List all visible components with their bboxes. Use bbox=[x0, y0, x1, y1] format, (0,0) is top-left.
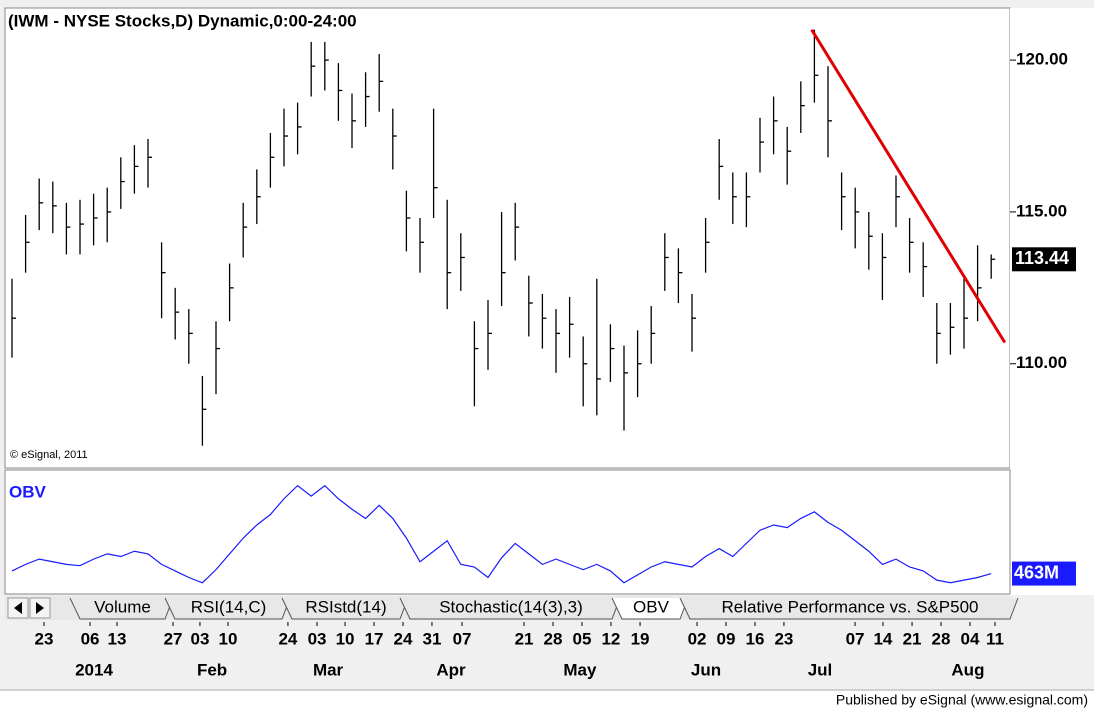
tabs: Volume RSI(14,C) RSIstd(14) Stochastic(14(3… bbox=[69, 597, 1019, 620]
x-tick-label: 14 bbox=[873, 629, 892, 648]
last-price-label: 113.44 bbox=[1015, 248, 1069, 268]
month-label: Jun bbox=[691, 660, 721, 679]
x-tick-label: 24 bbox=[278, 629, 297, 648]
x-tick-label: 05 bbox=[573, 629, 592, 648]
obv-panel bbox=[4, 469, 1011, 595]
x-tick-label: 06 bbox=[81, 629, 100, 648]
x-tick-label: 13 bbox=[108, 629, 127, 648]
month-label: Mar bbox=[313, 660, 344, 679]
obv-title: OBV bbox=[9, 482, 47, 501]
x-tick-label: 07 bbox=[846, 629, 865, 648]
footer-bar bbox=[0, 690, 1094, 711]
x-tick-label: 10 bbox=[336, 629, 355, 648]
x-tick-label: 04 bbox=[961, 629, 980, 648]
obv-last-label: 463M bbox=[1014, 562, 1059, 582]
x-tick-label: 27 bbox=[164, 629, 183, 648]
x-tick-label: 24 bbox=[394, 629, 413, 648]
tab-label: RSI(14,C) bbox=[191, 597, 267, 616]
month-label: Apr bbox=[436, 660, 466, 679]
x-tick-label: 23 bbox=[774, 629, 793, 648]
month-label: May bbox=[563, 660, 597, 679]
x-tick-label: 11 bbox=[986, 629, 1004, 648]
right-axis bbox=[1010, 8, 1094, 595]
footer-text: Published by eSignal (www.esignal.com) bbox=[836, 692, 1088, 708]
month-label: 2014 bbox=[75, 660, 113, 679]
x-tick-label: 12 bbox=[601, 629, 620, 648]
x-tick-label: 23 bbox=[34, 629, 53, 648]
left-arrow bbox=[14, 602, 22, 614]
month-label: Feb bbox=[197, 660, 227, 679]
tab-label: RSIstd(14) bbox=[305, 597, 386, 616]
y-tick-label: 110.00 bbox=[1016, 353, 1067, 372]
x-tick-label: 02 bbox=[688, 629, 707, 648]
obv-line bbox=[11, 484, 992, 584]
x-tick-label: 28 bbox=[544, 629, 563, 648]
x-tick-label: 17 bbox=[365, 629, 384, 648]
month-label: Jul bbox=[808, 660, 833, 679]
x-tick-label: 03 bbox=[308, 629, 327, 648]
price-panel bbox=[4, 7, 1011, 469]
obv-last-box bbox=[1012, 561, 1076, 586]
tab[interactable] bbox=[281, 597, 409, 620]
tab[interactable] bbox=[69, 597, 174, 620]
right-arrow bbox=[36, 602, 44, 614]
active-tab[interactable] bbox=[611, 597, 689, 620]
tab[interactable] bbox=[679, 597, 1019, 620]
x-tick-label: 07 bbox=[453, 629, 472, 648]
tab-label: OBV bbox=[633, 597, 670, 616]
chart-title: (IWM - NYSE Stocks,D) Dynamic,0:00-24:00 bbox=[8, 11, 357, 30]
x-tick-label: 09 bbox=[717, 629, 736, 648]
tab-label: Stochastic(14(3),3) bbox=[439, 597, 583, 616]
last-price-box bbox=[1012, 247, 1076, 272]
month-label: Aug bbox=[951, 660, 984, 679]
copyright: © eSignal, 2011 bbox=[10, 449, 88, 461]
y-tick-label: 115.00 bbox=[1016, 201, 1067, 220]
x-tick-label: 19 bbox=[631, 629, 650, 648]
x-tick-label: 21 bbox=[515, 629, 534, 648]
tab[interactable] bbox=[164, 597, 291, 620]
x-tick-label: 21 bbox=[903, 629, 922, 648]
x-tick-label: 16 bbox=[746, 629, 765, 648]
y-tick-label: 120.00 bbox=[1016, 50, 1068, 69]
tab-label: Relative Performance vs. S&P500 bbox=[721, 597, 978, 616]
x-tick-label: 31 bbox=[423, 629, 442, 648]
trendline bbox=[810, 28, 1007, 344]
x-tick-label: 10 bbox=[219, 629, 238, 648]
x-tick-label: 03 bbox=[190, 629, 209, 648]
x-tick-label: 28 bbox=[932, 629, 951, 648]
tab[interactable] bbox=[399, 597, 621, 620]
tab-label: Volume bbox=[94, 597, 151, 616]
